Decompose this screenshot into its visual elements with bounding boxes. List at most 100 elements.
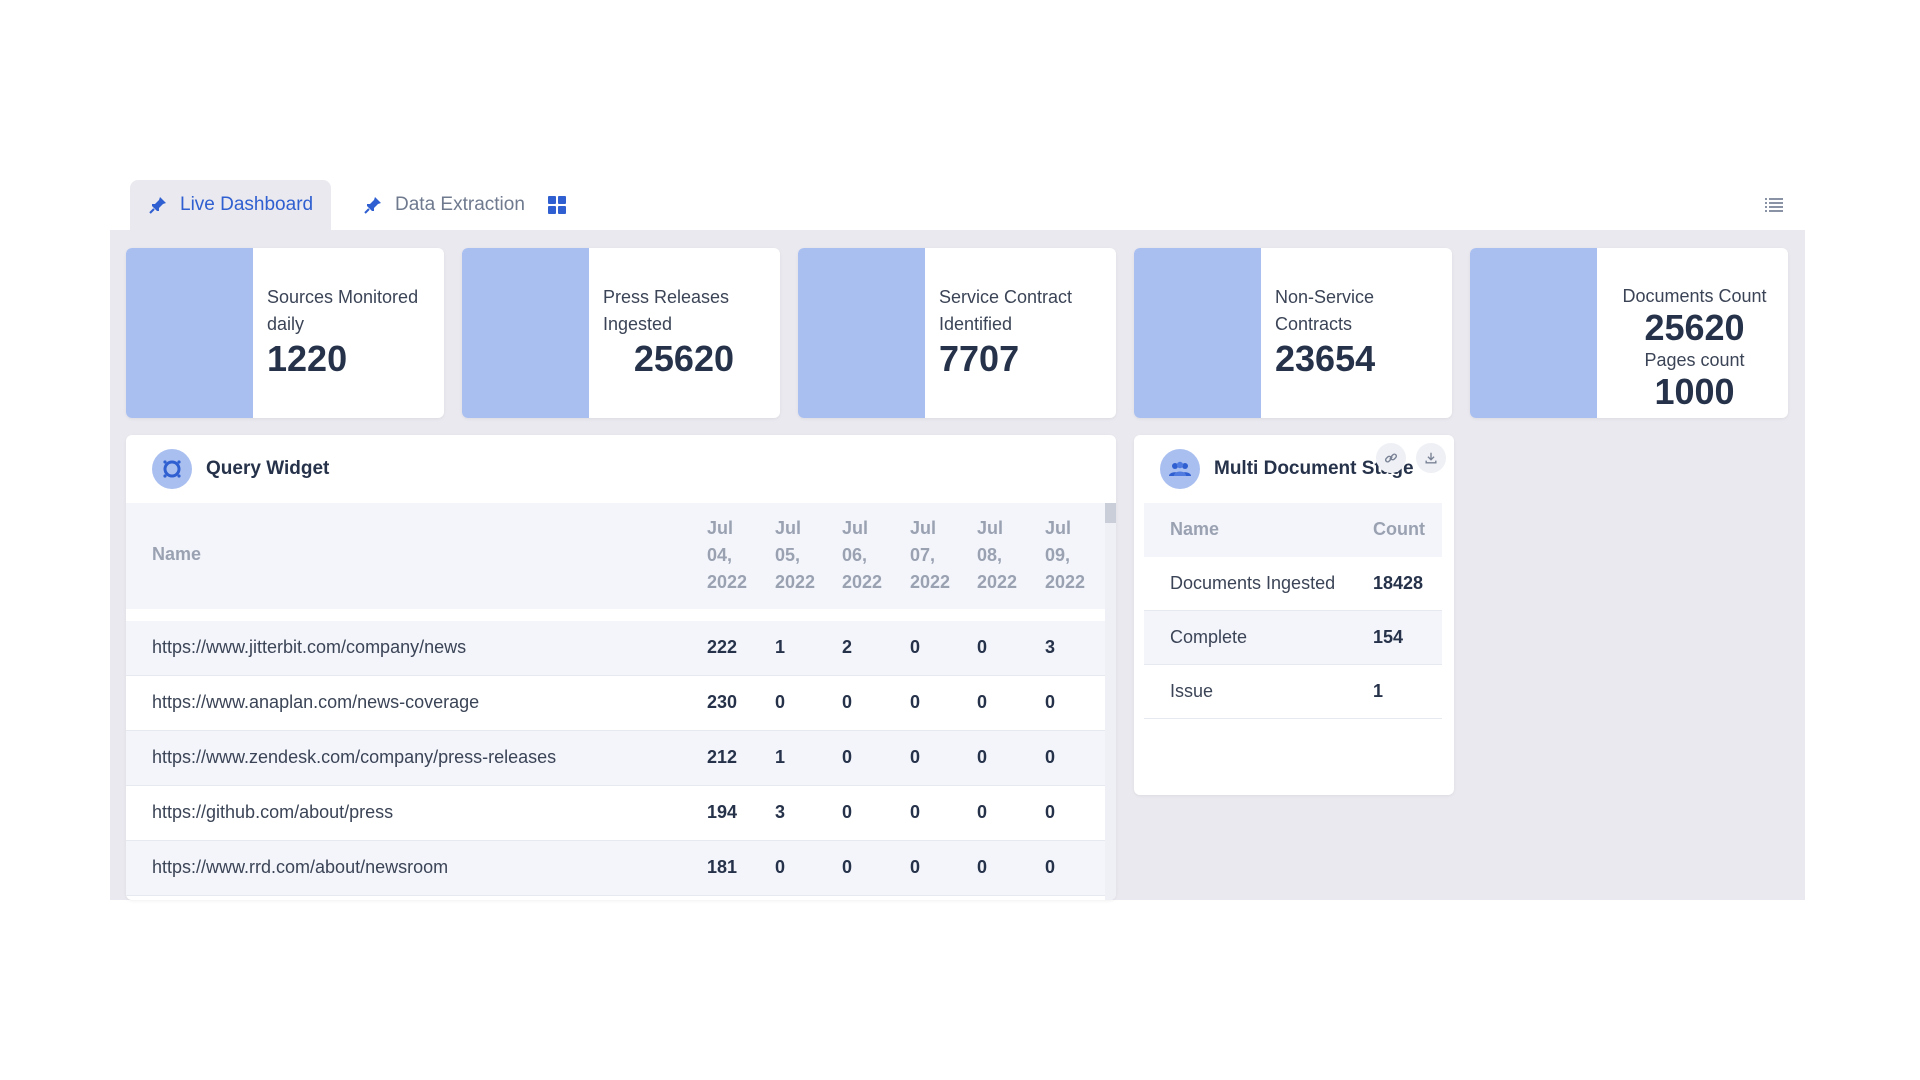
row-count: 0: [910, 692, 921, 712]
query-widget-header: Query Widget: [126, 435, 1116, 503]
kpi-card-sources[interactable]: Sources Monitored daily 1220: [126, 248, 444, 418]
tab-live-dashboard-label: Live Dashboard: [180, 194, 314, 215]
kpi-value: 25620: [633, 338, 734, 379]
row-name: Documents Ingested: [1170, 573, 1336, 593]
table-row[interactable]: https://www.jitterbit.com/company/news 2…: [126, 621, 1105, 676]
column-header-date[interactable]: Jul 04, 2022: [707, 518, 748, 592]
column-header-date[interactable]: Jul 06, 2022: [842, 518, 883, 592]
link-icon: [1384, 453, 1398, 463]
row-count: 0: [910, 637, 921, 657]
row-count: 0: [910, 802, 921, 822]
row-count: 0: [910, 747, 921, 767]
column-header-date[interactable]: Jul 07, 2022: [910, 518, 951, 592]
table-row[interactable]: Issue 1: [1144, 665, 1442, 719]
kpi-value: 1220: [267, 338, 348, 379]
list-menu-button[interactable]: [1763, 194, 1785, 216]
query-table: Name Jul 04, 2022 Jul 05, 2022 Jul 06, 2…: [126, 503, 1105, 896]
row-count: 222: [707, 637, 738, 657]
row-count: 0: [977, 802, 988, 822]
query-table-header: Name Jul 04, 2022 Jul 05, 2022 Jul 06, 2…: [126, 503, 1105, 609]
row-count: 0: [977, 747, 988, 767]
row-count: 181: [707, 857, 738, 877]
row-count: 0: [775, 692, 786, 712]
kpi-card-press-releases[interactable]: Press Releases Ingested 25620: [462, 248, 780, 418]
multi-document-header: Multi Document Stage: [1134, 435, 1454, 503]
row-count: 18428: [1373, 573, 1424, 593]
kpi-value-secondary: 1000: [1654, 371, 1735, 412]
row-name: Complete: [1170, 627, 1248, 647]
kpi-value: 25620: [1644, 307, 1745, 348]
kpi-label: Press Releases Ingested: [603, 287, 730, 334]
kpi-label: Non-Service Contracts: [1275, 287, 1375, 334]
row-count: 3: [775, 802, 786, 822]
table-row[interactable]: https://www.anaplan.com/news-coverage 23…: [126, 676, 1105, 731]
kpi-swatch: [798, 248, 925, 418]
row-count: 0: [1045, 857, 1056, 877]
table-row[interactable]: Documents Ingested 18428: [1144, 557, 1442, 611]
kpi-card-documents[interactable]: Documents Count 25620 Pages count 1000: [1470, 248, 1788, 418]
row-count: 0: [842, 857, 853, 877]
row-count: 0: [977, 692, 988, 712]
row-count: 0: [842, 802, 853, 822]
row-count: 0: [1045, 802, 1056, 822]
kpi-label: Service Contract Identified: [939, 287, 1073, 334]
kpi-label: Documents Count: [1622, 286, 1767, 306]
vertical-scrollbar[interactable]: [1105, 503, 1116, 900]
row-count: 230: [707, 692, 738, 712]
column-header-date[interactable]: Jul 08, 2022: [977, 518, 1018, 592]
multi-document-panel: Multi Document Stage: [1134, 435, 1454, 795]
download-button[interactable]: [1416, 443, 1446, 473]
kpi-value: 7707: [939, 338, 1020, 379]
pin-icon: [149, 197, 166, 214]
row-count: 0: [977, 637, 988, 657]
dashboard-app: Live Dashboard Data Extraction: [110, 180, 1805, 900]
dashboard-board: Sources Monitored daily 1220 Press Relea…: [110, 230, 1805, 900]
row-count: 3: [1045, 637, 1056, 657]
column-header-name[interactable]: Name: [152, 544, 202, 564]
row-url: https://www.jitterbit.com/company/news: [152, 637, 467, 657]
row-count: 194: [707, 802, 738, 822]
pin-icon: [364, 197, 381, 214]
row-count: 0: [842, 747, 853, 767]
row-count: 1: [1373, 681, 1384, 701]
row-count: 0: [910, 857, 921, 877]
kpi-card-non-service[interactable]: Non-Service Contracts 23654: [1134, 248, 1452, 418]
multi-document-table: Name Count Documents Ingested 18428 Comp…: [1144, 503, 1442, 719]
group-icon: [1160, 449, 1200, 489]
row-count: 0: [1045, 747, 1056, 767]
column-header-date[interactable]: Jul 05, 2022: [775, 518, 816, 592]
multi-document-table-header: Name Count: [1144, 503, 1442, 557]
kpi-swatch: [1134, 248, 1261, 418]
row-count: 0: [977, 857, 988, 877]
copy-link-button[interactable]: [1376, 443, 1406, 473]
grid-view-button[interactable]: [542, 180, 572, 230]
tab-data-extraction[interactable]: Data Extraction: [345, 180, 543, 230]
grid-icon: [548, 196, 566, 214]
kpi-label: Sources Monitored daily: [267, 287, 419, 334]
tab-data-extraction-label: Data Extraction: [395, 194, 525, 215]
row-url: https://www.rrd.com/about/newsroom: [152, 857, 449, 877]
row-count: 154: [1373, 627, 1404, 647]
kpi-card-service-contract[interactable]: Service Contract Identified 7707: [798, 248, 1116, 418]
row-url: https://www.zendesk.com/company/press-re…: [152, 747, 557, 767]
column-header-name[interactable]: Name: [1170, 519, 1220, 539]
row-count: 1: [775, 637, 786, 657]
table-row[interactable]: https://github.com/about/press 194 3 0 0…: [126, 786, 1105, 841]
row-count: 212: [707, 747, 738, 767]
kpi-swatch: [126, 248, 253, 418]
tab-live-dashboard[interactable]: Live Dashboard: [130, 180, 332, 230]
table-row[interactable]: https://www.rrd.com/about/newsroom 181 0…: [126, 841, 1105, 896]
multi-document-title: Multi Document Stage: [1214, 458, 1414, 479]
table-row[interactable]: Complete 154: [1144, 611, 1442, 665]
kpi-swatch: [462, 248, 589, 418]
row-url: https://www.anaplan.com/news-coverage: [152, 692, 480, 712]
row-count: 2: [842, 637, 853, 657]
kpi-label-secondary: Pages count: [1644, 350, 1745, 370]
tab-bar: Live Dashboard Data Extraction: [110, 180, 1805, 230]
scrollbar-thumb[interactable]: [1105, 503, 1116, 523]
kpi-value: 23654: [1275, 338, 1376, 379]
panel-actions: [1376, 443, 1446, 473]
column-header-date[interactable]: Jul 09, 2022: [1045, 518, 1086, 592]
table-row[interactable]: https://www.zendesk.com/company/press-re…: [126, 731, 1105, 786]
column-header-count[interactable]: Count: [1373, 519, 1425, 539]
